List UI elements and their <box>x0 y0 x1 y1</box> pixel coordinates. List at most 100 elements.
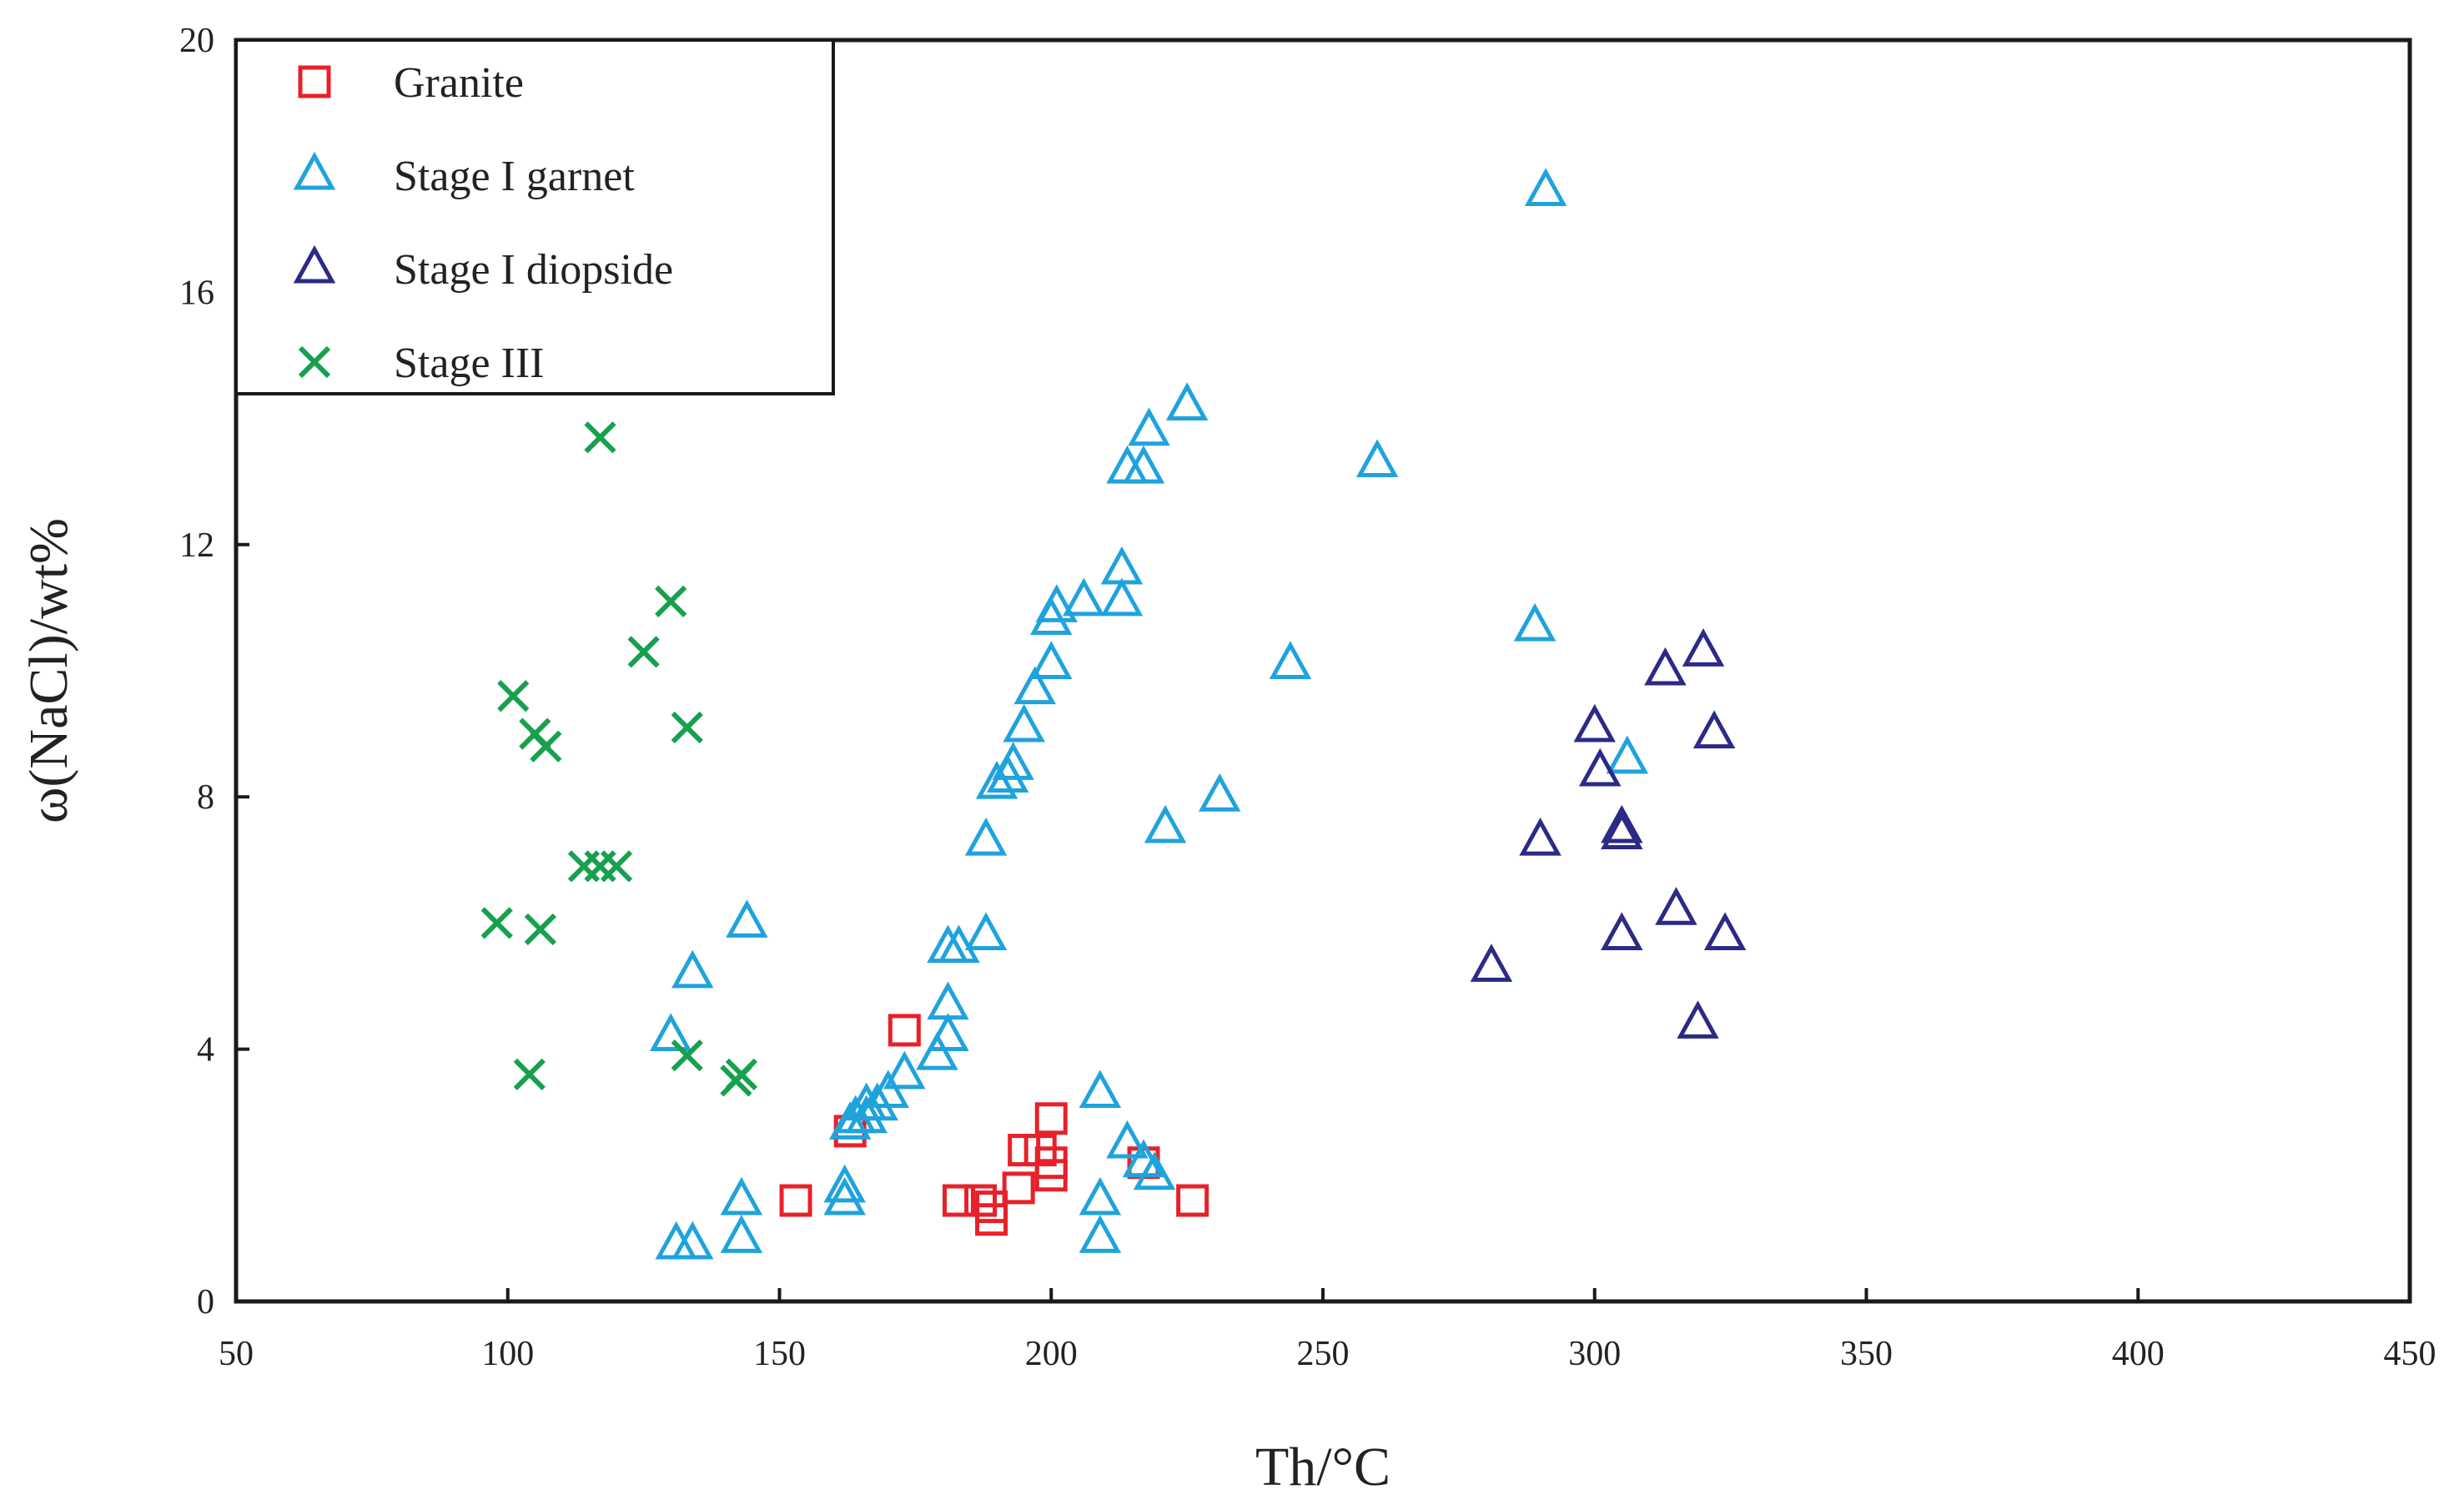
data-point <box>1003 703 1045 742</box>
series-stage-i-diopside <box>1470 628 1747 1039</box>
x-tick-label: 50 <box>219 1335 254 1373</box>
data-point <box>975 1190 1008 1224</box>
x-tick-label: 250 <box>1297 1335 1350 1373</box>
legend-label: Stage III <box>394 340 544 387</box>
data-point <box>1002 1171 1035 1205</box>
data-point <box>856 1082 899 1121</box>
data-point <box>975 760 1018 799</box>
y-tick-label: 4 <box>197 1031 214 1070</box>
data-point <box>1079 1070 1122 1109</box>
data-point <box>888 1014 921 1047</box>
data-point <box>1063 577 1105 617</box>
data-point <box>883 1050 926 1090</box>
data-marks <box>480 168 1747 1260</box>
data-point <box>530 730 562 763</box>
data-point <box>497 680 530 712</box>
legend: Granite Stage I garnet Stage I diopside Sta… <box>234 38 835 395</box>
y-tick-label: 20 <box>179 22 214 60</box>
y-tick-label: 0 <box>197 1283 214 1321</box>
legend-label: Stage I garnet <box>394 153 635 200</box>
data-point <box>1133 1151 1176 1190</box>
x-tick-label: 100 <box>481 1335 534 1373</box>
data-point <box>823 1176 866 1216</box>
data-point <box>726 899 768 938</box>
data-point <box>1079 1176 1122 1216</box>
legend-marker <box>298 65 331 98</box>
data-point <box>1470 944 1513 982</box>
data-point <box>725 1058 758 1090</box>
legend-label: Stage I diopside <box>394 246 673 294</box>
data-point <box>1519 817 1561 856</box>
data-point <box>513 1058 546 1090</box>
data-point <box>1106 1120 1149 1159</box>
series-stage-iii <box>480 421 758 1097</box>
x-axis-title: Th/°C <box>1255 1437 1390 1497</box>
data-point <box>671 1039 703 1072</box>
data-point <box>992 742 1034 780</box>
data-point <box>845 1095 888 1134</box>
data-point <box>671 711 703 744</box>
data-point <box>1644 647 1687 686</box>
data-point <box>1655 887 1697 925</box>
data-point <box>1013 666 1056 705</box>
data-point <box>1030 641 1073 679</box>
y-axis-title: ω(NaCl)/wt% <box>18 518 79 823</box>
data-point <box>1269 641 1312 679</box>
legend-marker <box>298 345 331 379</box>
data-point <box>1034 1146 1068 1180</box>
data-point <box>584 421 616 454</box>
y-tick-label: 16 <box>179 274 214 312</box>
data-point <box>964 912 1008 951</box>
legend-label: Granite <box>394 59 524 107</box>
data-point <box>1128 407 1170 446</box>
data-point <box>1601 912 1643 951</box>
data-point <box>655 585 687 617</box>
data-point <box>1198 773 1241 812</box>
legend-marker <box>293 151 336 190</box>
data-point <box>1034 1102 1068 1135</box>
data-point <box>964 1184 998 1217</box>
data-point <box>1606 735 1649 774</box>
data-point <box>1524 168 1567 206</box>
data-point <box>1176 1184 1209 1217</box>
data-point <box>916 1031 958 1070</box>
data-point <box>720 1215 763 1253</box>
y-tick-label: 12 <box>179 526 214 565</box>
data-point <box>823 1164 866 1203</box>
x-tick-label: 350 <box>1840 1335 1893 1373</box>
x-tick-label: 450 <box>2384 1335 2436 1373</box>
x-tick-label: 400 <box>2112 1335 2165 1373</box>
data-point <box>720 1176 763 1216</box>
data-point <box>927 981 969 1020</box>
data-point <box>942 1184 975 1217</box>
legend-box <box>234 38 835 395</box>
data-point <box>1100 577 1144 617</box>
data-point <box>480 907 513 939</box>
data-point <box>1692 710 1736 749</box>
data-point <box>1601 811 1643 850</box>
x-tick-label: 300 <box>1568 1335 1621 1373</box>
x-tick-label: 200 <box>1025 1335 1078 1373</box>
series-stage-i-garnet <box>649 168 1649 1260</box>
y-tick-label: 8 <box>197 778 214 817</box>
data-point <box>867 1070 910 1109</box>
data-point <box>1144 804 1187 843</box>
data-point <box>671 949 714 989</box>
data-point <box>1573 703 1616 742</box>
data-point <box>1703 912 1747 951</box>
data-point <box>1355 439 1399 478</box>
legend-marker <box>293 244 336 284</box>
data-point <box>627 636 660 668</box>
axes: 50 100 150 200 250 300 350 400 450 0 4 8 12 16 20 <box>179 22 2436 1373</box>
data-point <box>1100 546 1144 585</box>
data-point <box>524 913 556 946</box>
x-tick-label: 150 <box>753 1335 806 1373</box>
data-point <box>1165 382 1209 420</box>
data-point <box>649 1013 692 1051</box>
data-point <box>1682 628 1725 667</box>
data-point <box>1079 1215 1122 1253</box>
data-point <box>964 817 1008 856</box>
data-point <box>1677 1000 1719 1039</box>
data-point <box>600 850 633 883</box>
